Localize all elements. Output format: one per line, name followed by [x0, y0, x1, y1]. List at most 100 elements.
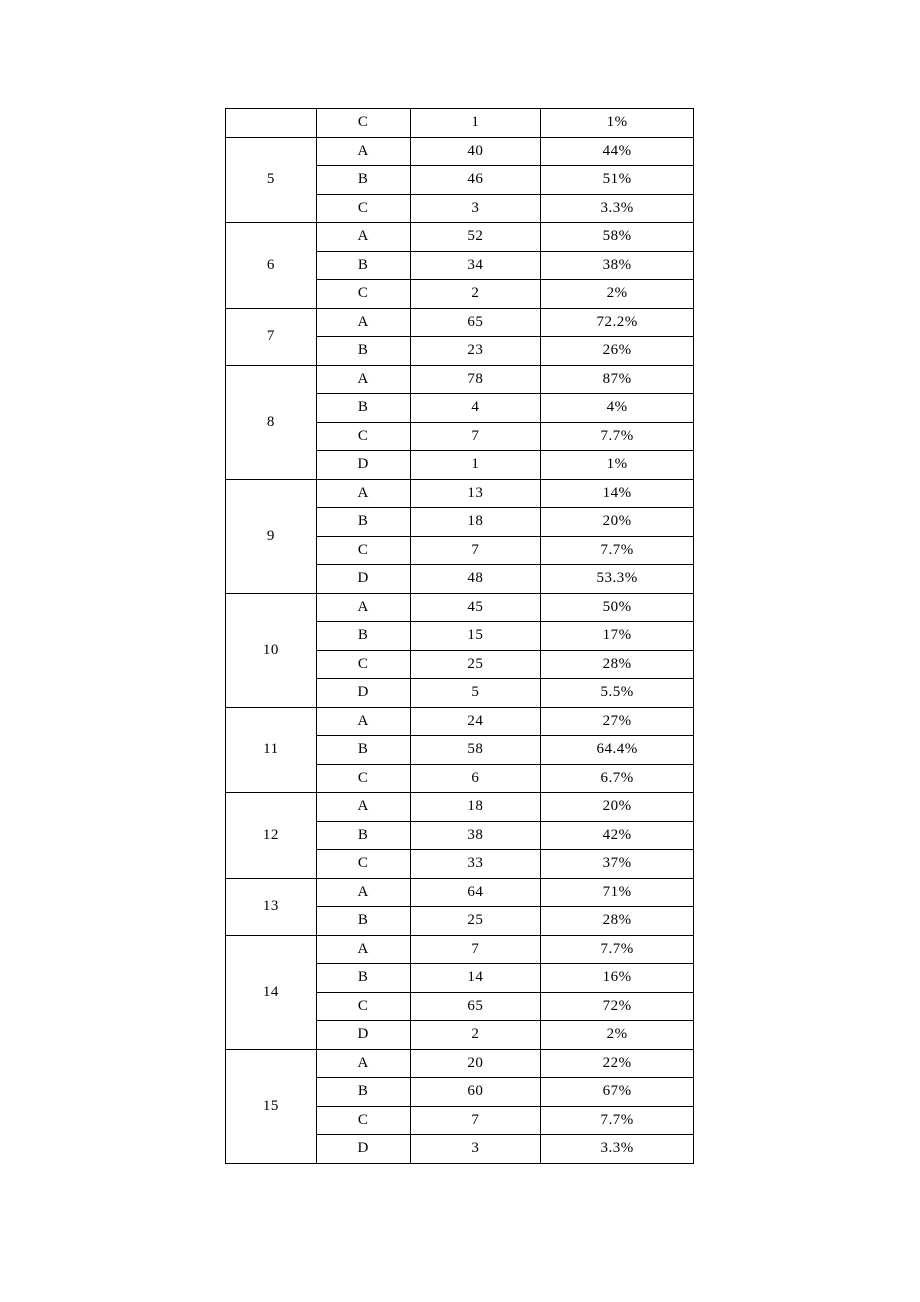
option-cell: A: [316, 1049, 410, 1078]
option-cell: D: [316, 1021, 410, 1050]
option-cell: B: [316, 1078, 410, 1107]
option-cell: C: [316, 422, 410, 451]
option-cell: A: [316, 878, 410, 907]
count-cell: 23: [410, 337, 541, 366]
count-cell: 65: [410, 992, 541, 1021]
percent-cell: 28%: [541, 907, 694, 936]
option-cell: A: [316, 593, 410, 622]
count-cell: 3: [410, 194, 541, 223]
percent-cell: 3.3%: [541, 194, 694, 223]
data-table-container: C11%5A4044%B4651%C33.3%6A5258%B3438%C22%…: [225, 108, 694, 1164]
question-cell: 6: [226, 223, 317, 309]
percent-cell: 53.3%: [541, 565, 694, 594]
option-cell: A: [316, 365, 410, 394]
question-cell: 13: [226, 878, 317, 935]
option-cell: C: [316, 650, 410, 679]
count-cell: 5: [410, 679, 541, 708]
count-cell: 38: [410, 821, 541, 850]
count-cell: 7: [410, 1106, 541, 1135]
question-cell: 9: [226, 479, 317, 593]
percent-cell: 7.7%: [541, 935, 694, 964]
percent-cell: 28%: [541, 650, 694, 679]
count-cell: 34: [410, 251, 541, 280]
count-cell: 7: [410, 935, 541, 964]
option-cell: B: [316, 166, 410, 195]
count-cell: 6: [410, 764, 541, 793]
option-cell: B: [316, 907, 410, 936]
option-cell: C: [316, 850, 410, 879]
option-cell: D: [316, 565, 410, 594]
table-row: 14A77.7%: [226, 935, 694, 964]
percent-cell: 1%: [541, 109, 694, 138]
percent-cell: 3.3%: [541, 1135, 694, 1164]
percent-cell: 1%: [541, 451, 694, 480]
option-cell: C: [316, 536, 410, 565]
option-cell: C: [316, 109, 410, 138]
option-cell: A: [316, 137, 410, 166]
table-row: 13A6471%: [226, 878, 694, 907]
percent-cell: 37%: [541, 850, 694, 879]
count-cell: 14: [410, 964, 541, 993]
percent-cell: 26%: [541, 337, 694, 366]
question-cell: 7: [226, 308, 317, 365]
count-cell: 4: [410, 394, 541, 423]
option-cell: C: [316, 1106, 410, 1135]
percent-cell: 87%: [541, 365, 694, 394]
count-cell: 13: [410, 479, 541, 508]
option-cell: B: [316, 964, 410, 993]
count-cell: 25: [410, 650, 541, 679]
percent-cell: 7.7%: [541, 1106, 694, 1135]
table-row: 9A1314%: [226, 479, 694, 508]
table-row: 11A2427%: [226, 707, 694, 736]
count-cell: 20: [410, 1049, 541, 1078]
count-cell: 25: [410, 907, 541, 936]
option-cell: A: [316, 479, 410, 508]
count-cell: 2: [410, 280, 541, 309]
percent-cell: 2%: [541, 280, 694, 309]
option-cell: A: [316, 308, 410, 337]
option-cell: C: [316, 194, 410, 223]
option-cell: B: [316, 736, 410, 765]
option-cell: A: [316, 793, 410, 822]
count-cell: 7: [410, 536, 541, 565]
option-cell: A: [316, 223, 410, 252]
option-cell: C: [316, 764, 410, 793]
table-row: 7A6572.2%: [226, 308, 694, 337]
percent-cell: 22%: [541, 1049, 694, 1078]
count-cell: 7: [410, 422, 541, 451]
percent-cell: 50%: [541, 593, 694, 622]
question-cell: 11: [226, 707, 317, 793]
question-cell: [226, 109, 317, 138]
percent-cell: 14%: [541, 479, 694, 508]
count-cell: 65: [410, 308, 541, 337]
percent-cell: 58%: [541, 223, 694, 252]
option-cell: C: [316, 992, 410, 1021]
count-cell: 3: [410, 1135, 541, 1164]
question-cell: 14: [226, 935, 317, 1049]
option-cell: A: [316, 707, 410, 736]
percent-cell: 72%: [541, 992, 694, 1021]
percent-cell: 38%: [541, 251, 694, 280]
data-table: C11%5A4044%B4651%C33.3%6A5258%B3438%C22%…: [225, 108, 694, 1164]
question-cell: 15: [226, 1049, 317, 1163]
count-cell: 2: [410, 1021, 541, 1050]
option-cell: B: [316, 251, 410, 280]
percent-cell: 71%: [541, 878, 694, 907]
percent-cell: 7.7%: [541, 536, 694, 565]
option-cell: B: [316, 821, 410, 850]
percent-cell: 17%: [541, 622, 694, 651]
option-cell: D: [316, 1135, 410, 1164]
count-cell: 60: [410, 1078, 541, 1107]
table-body: C11%5A4044%B4651%C33.3%6A5258%B3438%C22%…: [226, 109, 694, 1164]
count-cell: 1: [410, 451, 541, 480]
table-row: 10A4550%: [226, 593, 694, 622]
count-cell: 64: [410, 878, 541, 907]
percent-cell: 72.2%: [541, 308, 694, 337]
question-cell: 12: [226, 793, 317, 879]
option-cell: D: [316, 451, 410, 480]
percent-cell: 6.7%: [541, 764, 694, 793]
count-cell: 45: [410, 593, 541, 622]
percent-cell: 64.4%: [541, 736, 694, 765]
count-cell: 33: [410, 850, 541, 879]
count-cell: 1: [410, 109, 541, 138]
